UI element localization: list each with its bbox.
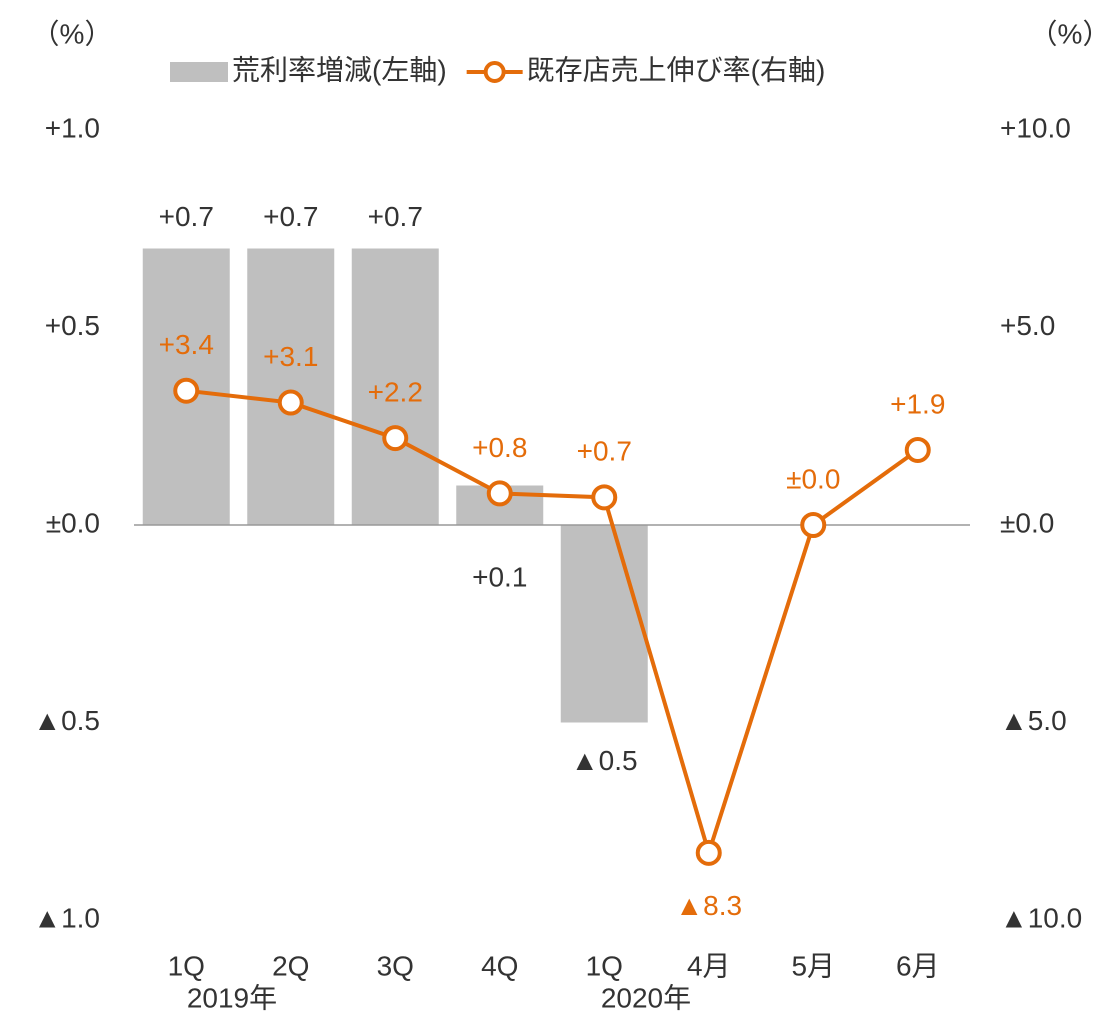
line-point: [277, 389, 304, 416]
line: [186, 388, 919, 860]
x-tick-label: 3Q: [377, 950, 414, 981]
bar: [560, 525, 648, 723]
x-tick-label: 4月: [687, 950, 731, 981]
x-tick-label: 2Q: [272, 950, 309, 981]
line-value-label: +2.2: [368, 376, 423, 407]
bar-value-label: +0.1: [472, 561, 527, 592]
x-tick-label: 1Q: [586, 950, 623, 981]
line-point: [591, 484, 618, 511]
line-point: [904, 436, 931, 463]
y-tick-label: ▲1.0: [33, 902, 100, 933]
line-point: [800, 512, 827, 538]
y2-tick-label: +10.0: [1000, 112, 1071, 143]
bar-value-label: +0.7: [263, 201, 318, 232]
x-tick-label: 6月: [896, 950, 940, 981]
y2-tick-label: ▲5.0: [1000, 705, 1067, 736]
legend-swatch: [483, 61, 506, 83]
line-value-label: +0.8: [472, 432, 527, 463]
y-tick-label: +1.0: [45, 112, 100, 143]
y2-tick-label: ▲10.0: [1000, 902, 1082, 933]
bar-value-label: +0.7: [159, 201, 214, 232]
x-group-label: 2019年: [187, 982, 277, 1013]
bar-value-label: +0.7: [368, 201, 423, 232]
legend-label: 荒利率増減(左軸): [232, 54, 447, 85]
y-axis-unit: （%）: [32, 18, 113, 49]
line-value-label: +1.9: [890, 388, 945, 419]
bar-value-label: ▲0.5: [571, 745, 638, 776]
legend-swatch: [170, 62, 228, 82]
bar: [351, 248, 439, 525]
line-point: [695, 839, 722, 866]
line-point: [486, 480, 513, 507]
y2-tick-label: +5.0: [1000, 310, 1055, 341]
x-tick-label: 1Q: [168, 950, 205, 981]
line-value-label: +0.7: [577, 436, 632, 467]
line-value-label: +3.4: [159, 329, 214, 360]
x-tick-label: 5月: [791, 950, 835, 981]
x-group-label: 2020年: [601, 982, 691, 1013]
line-value-label: ▲8.3: [675, 890, 742, 921]
y-tick-label: ±0.0: [46, 507, 100, 538]
line-point: [382, 425, 409, 452]
y-tick-label: ▲0.5: [33, 705, 100, 736]
line-point: [173, 377, 200, 404]
y2-tick-label: ±0.0: [1000, 507, 1054, 538]
y-tick-label: +0.5: [45, 310, 100, 341]
line-value-label: ±0.0: [786, 463, 840, 494]
x-tick-label: 4Q: [481, 950, 518, 981]
legend-label: 既存店売上伸び率(右軸): [527, 54, 826, 85]
line-value-label: +3.1: [263, 341, 318, 372]
y2-axis-unit: （%）: [1030, 18, 1111, 49]
bar: [247, 248, 335, 525]
